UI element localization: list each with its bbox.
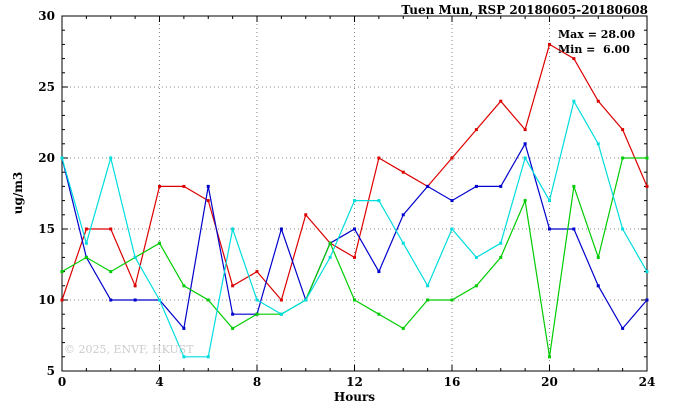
svg-text:16: 16 — [444, 375, 461, 389]
x-axis-label: Hours — [333, 390, 376, 404]
y-axis-label: ug/m3 — [11, 171, 25, 215]
svg-text:4: 4 — [155, 375, 163, 389]
watermark: © 2025, ENVF, HKUST — [64, 343, 194, 356]
svg-text:20: 20 — [38, 151, 55, 165]
svg-text:30: 30 — [38, 9, 55, 23]
max-min-annotation: Max = 28.00 Min = 6.00 — [558, 28, 635, 58]
svg-text:8: 8 — [253, 375, 261, 389]
max-value-label: Max = 28.00 — [558, 28, 636, 41]
chart-title: Tuen Mun, RSP 20180605-20180608 — [401, 3, 648, 17]
svg-text:0: 0 — [58, 375, 66, 389]
svg-text:25: 25 — [38, 80, 55, 94]
svg-text:5: 5 — [47, 364, 55, 378]
svg-text:10: 10 — [38, 293, 55, 307]
min-value-label: Min = 6.00 — [558, 42, 630, 56]
svg-text:20: 20 — [541, 375, 558, 389]
svg-text:15: 15 — [38, 222, 55, 236]
svg-text:12: 12 — [346, 375, 363, 389]
svg-text:24: 24 — [639, 375, 656, 389]
